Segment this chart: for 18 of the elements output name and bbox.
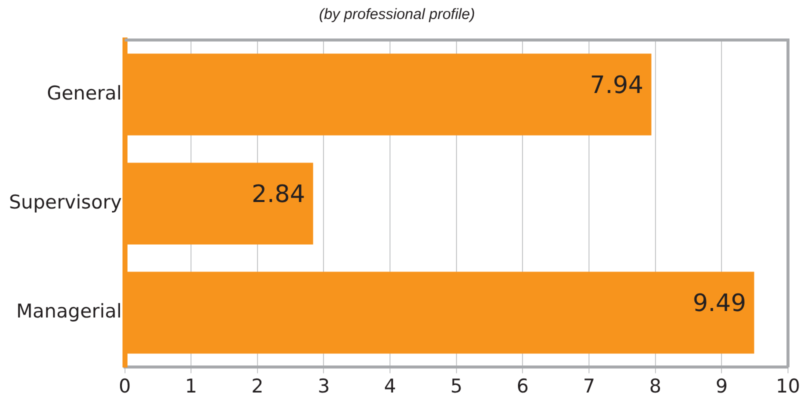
y-tick-label: General: [46, 82, 122, 104]
x-tick-label: 7: [582, 376, 596, 398]
chart-subtitle: (by professional profile): [319, 6, 475, 24]
y-tick-label: Managerial: [16, 300, 122, 323]
x-tick-label: 9: [716, 376, 728, 398]
x-tick-label: 8: [649, 376, 662, 398]
x-tick-label: 0: [118, 376, 131, 398]
y-tick-label: Supervisory: [8, 192, 122, 214]
x-tick-label: 3: [318, 376, 330, 398]
x-tick-label: 10: [776, 376, 800, 398]
x-tick-label: 2: [251, 376, 264, 398]
x-tick-label: 4: [384, 376, 396, 398]
x-tick-label: 1: [185, 376, 198, 398]
data-label: 7.94: [590, 70, 644, 99]
data-label: 9.49: [692, 288, 746, 317]
x-tick-label: 5: [450, 376, 462, 398]
data-label: 2.84: [252, 180, 306, 208]
x-tick-label: 6: [516, 376, 529, 398]
